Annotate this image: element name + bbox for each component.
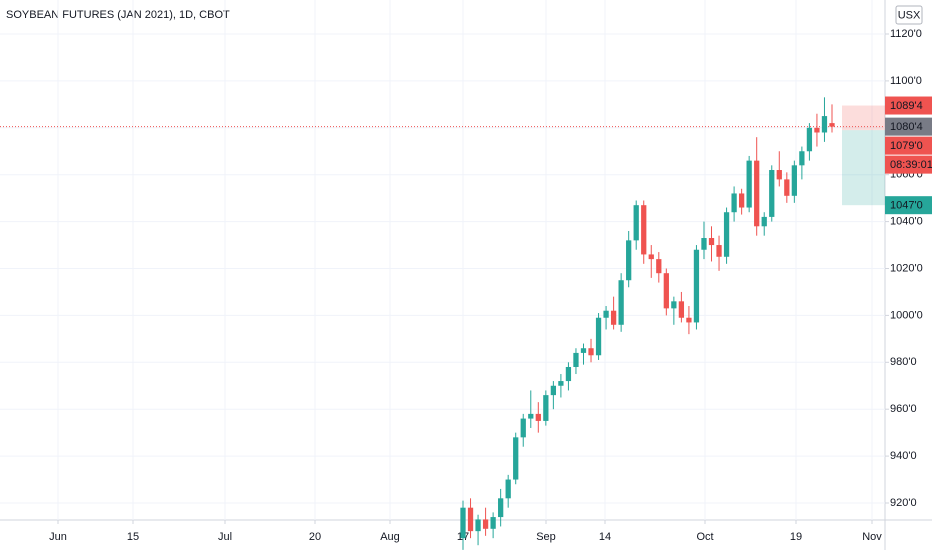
- x-tick-label: Aug: [380, 531, 400, 543]
- candle-body: [663, 273, 669, 309]
- candle-body: [746, 160, 752, 208]
- currency-label: USX: [898, 9, 921, 21]
- candle-body: [528, 413, 534, 419]
- bar-countdown-box: [885, 155, 932, 174]
- candle-body: [588, 348, 594, 356]
- x-tick-label: Oct: [696, 531, 713, 543]
- candle-body: [610, 310, 617, 325]
- x-tick-label: Jun: [49, 531, 67, 543]
- x-tick-label: 15: [127, 531, 139, 543]
- candle-body: [791, 165, 797, 196]
- y-tick-label: 980'0: [890, 356, 917, 368]
- x-tick-label: Jul: [218, 531, 232, 543]
- loss-zone: [842, 130, 885, 206]
- marks: [0, 97, 885, 550]
- candle-body: [573, 352, 579, 367]
- candle-body: [603, 310, 609, 318]
- candle-body: [498, 498, 504, 518]
- y-tick-label: 920'0: [890, 497, 917, 509]
- candle-body: [723, 212, 730, 257]
- candle-body: [814, 127, 820, 133]
- x-tick-label: Sep: [536, 531, 556, 543]
- candle-body: [475, 519, 481, 532]
- candle-body: [806, 127, 813, 152]
- candle-body: [520, 418, 526, 438]
- x-tick-label: 20: [309, 531, 321, 543]
- candle-body: [467, 507, 474, 532]
- candle-body: [761, 216, 767, 227]
- candle-body: [716, 245, 722, 257]
- candle-body: [543, 395, 549, 421]
- candle-body: [482, 519, 489, 529]
- candle-body: [821, 116, 828, 133]
- y-tick-label: 1040'0: [890, 216, 923, 228]
- candle-body: [460, 507, 466, 539]
- candle-body: [513, 437, 519, 480]
- candle-body: [731, 193, 737, 213]
- y-tick-label: 1000'0: [890, 309, 923, 321]
- candle-body: [490, 517, 496, 529]
- candle-body: [633, 205, 639, 241]
- candle-body: [693, 249, 700, 323]
- candle-body: [641, 205, 647, 255]
- x-tick-label: Nov: [862, 531, 882, 543]
- y-tick-label: 1120'0: [890, 28, 922, 40]
- candle-body: [769, 170, 775, 217]
- profit-zone: [842, 105, 885, 131]
- stop-price-label: 1047'0: [890, 200, 923, 212]
- bar-countdown: 08:39:01: [890, 159, 932, 171]
- candle-body: [799, 151, 805, 166]
- y-tick-label: 940'0: [890, 450, 917, 462]
- candle-body: [580, 348, 587, 353]
- candle-body: [776, 170, 782, 180]
- last-price-label: 1080'4: [890, 121, 923, 133]
- candle-body: [565, 366, 572, 382]
- candle-body: [648, 254, 654, 260]
- target-price-label: 1089'4: [890, 100, 923, 112]
- stop-price-label-box: [885, 196, 932, 215]
- candle-body: [626, 240, 632, 281]
- last-price-label-box: [885, 117, 932, 136]
- candle-body: [754, 160, 760, 227]
- y-tick-label: 1100'0: [890, 75, 922, 87]
- candle-body: [701, 238, 707, 250]
- currency-button[interactable]: [895, 5, 923, 25]
- entry-price-label: 1079'0: [890, 140, 923, 152]
- grid: 1120'01100'01080'01060'01040'01020'01000…: [0, 0, 923, 543]
- candle-body: [550, 385, 557, 396]
- y-tick-label: 960'0: [890, 403, 917, 415]
- candle-body: [738, 193, 745, 208]
- target-price-label-box: [885, 96, 932, 115]
- candle-body: [829, 123, 835, 127]
- candle-body: [505, 479, 511, 499]
- x-tick-label: 14: [599, 531, 611, 543]
- y-tick-label: 1020'0: [890, 262, 923, 274]
- candle-body: [671, 301, 677, 309]
- x-tick-label: 19: [790, 531, 802, 543]
- candle-body: [656, 259, 662, 274]
- entry-price-label-box: [885, 136, 932, 155]
- candle-body: [686, 317, 692, 323]
- candle-body: [708, 238, 715, 246]
- candle-body: [595, 317, 602, 356]
- candle-body: [784, 179, 790, 196]
- candle-body: [618, 280, 624, 325]
- candle-body: [558, 381, 564, 386]
- labels: 1089'4 1080'4 1079'0 08:39:01 1047'0: [885, 96, 932, 215]
- candle-body: [678, 301, 685, 318]
- candle-body: [535, 413, 541, 421]
- chart-title: SOYBEAN FUTURES (JAN 2021), 1D, CBOT: [6, 9, 230, 21]
